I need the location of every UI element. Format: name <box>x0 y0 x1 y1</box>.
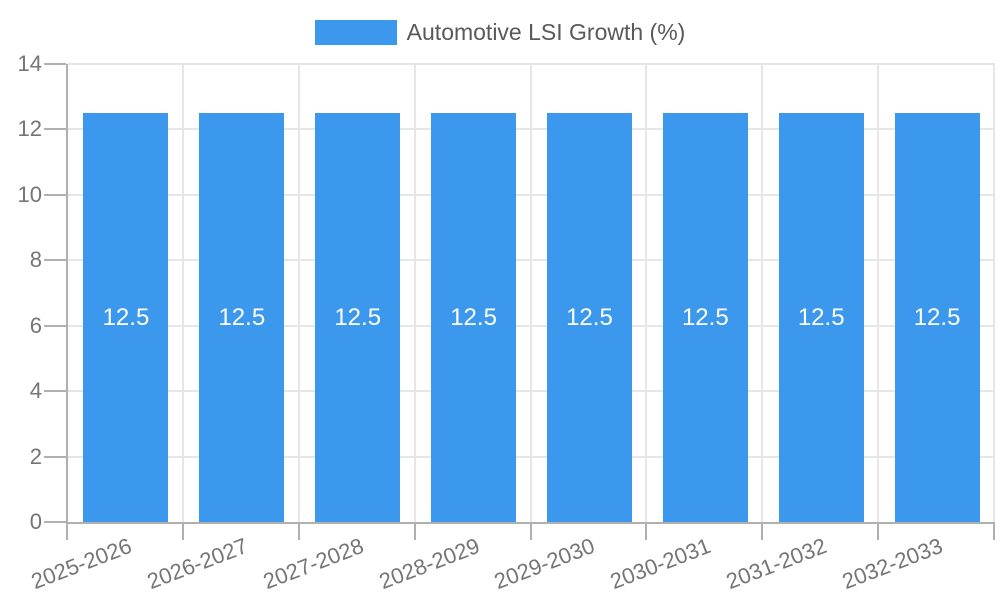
bar: 12.5 <box>315 113 401 522</box>
y-tick-label: 0 <box>29 509 42 534</box>
y-axis-tick <box>44 128 66 131</box>
y-axis-line <box>66 64 68 522</box>
bar: 12.5 <box>778 113 864 522</box>
bar: 12.5 <box>546 113 632 522</box>
y-tick-label: 4 <box>29 378 42 404</box>
y-axis-tick <box>44 390 66 393</box>
y-axis-tick <box>44 193 66 196</box>
x-axis-tick <box>66 522 68 540</box>
x-axis-tick <box>993 522 995 540</box>
y-tick-label: 12 <box>17 116 42 142</box>
x-axis-tick <box>645 522 648 540</box>
y-tick-label: 10 <box>17 181 42 207</box>
bar-value-label: 12.5 <box>797 303 845 331</box>
bar: 12.5 <box>83 113 169 522</box>
legend-swatch <box>314 19 397 45</box>
bar-value-label: 12.5 <box>913 303 961 331</box>
x-gridline <box>529 64 532 522</box>
x-gridline <box>181 64 184 522</box>
bar-value-label: 12.5 <box>681 303 729 331</box>
x-gridline <box>297 64 300 522</box>
x-gridline <box>761 64 764 522</box>
x-axis-tick <box>877 522 880 540</box>
x-gridline <box>877 64 880 522</box>
y-axis-tick <box>44 455 66 458</box>
y-axis-tick <box>44 521 66 523</box>
x-gridline <box>413 64 416 522</box>
legend[interactable]: Automotive LSI Growth (%) <box>0 19 1000 45</box>
y-tick-label: 8 <box>29 247 42 273</box>
bar: 12.5 <box>431 113 517 522</box>
y-axis-tick <box>44 324 66 327</box>
y-gridline <box>68 390 995 393</box>
y-tick-label: 6 <box>29 312 42 338</box>
bar-value-label: 12.5 <box>218 303 266 331</box>
x-axis-tick <box>297 522 300 540</box>
y-gridline <box>68 324 995 327</box>
legend-label: Automotive LSI Growth (%) <box>406 19 686 45</box>
bar-value-label: 12.5 <box>102 303 150 331</box>
y-gridline <box>68 455 995 458</box>
y-gridline <box>68 128 995 131</box>
bar: 12.5 <box>894 113 980 522</box>
y-axis-tick <box>44 259 66 262</box>
bar: 12.5 <box>662 113 748 522</box>
bar: 12.5 <box>199 113 285 522</box>
y-axis-tick <box>44 63 66 65</box>
plot-area: 12.5 12.5 12.5 12.5 12.5 12.5 12.5 12.5 <box>44 63 995 540</box>
bar-value-label: 12.5 <box>450 303 497 331</box>
x-axis-tick <box>529 522 532 540</box>
bar-value-label: 12.5 <box>566 303 613 331</box>
y-tick-label: 14 <box>17 51 42 76</box>
y-tick-label: 2 <box>29 443 42 469</box>
x-axis-tick <box>761 522 764 540</box>
y-gridline <box>68 193 995 196</box>
y-gridline <box>68 259 995 262</box>
x-gridline <box>993 64 995 522</box>
y-gridline <box>68 63 995 65</box>
bar-value-label: 12.5 <box>334 303 382 331</box>
x-axis-tick <box>181 522 184 540</box>
x-gridline <box>645 64 648 522</box>
x-axis-tick <box>413 522 416 540</box>
